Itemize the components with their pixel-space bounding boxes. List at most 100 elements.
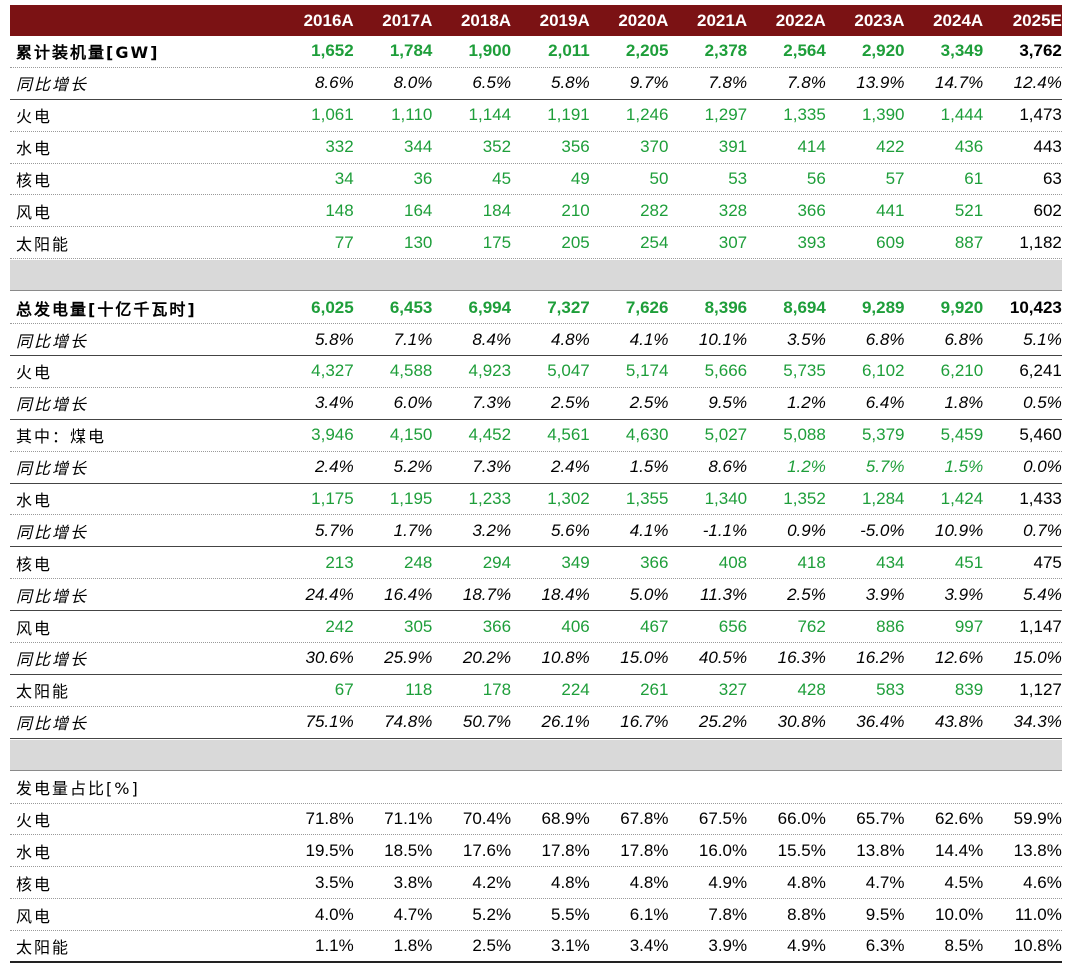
table-row: 水电 1,175 1,195 1,233 1,302 1,355 1,340 1,352 1,2… xyxy=(10,484,1062,516)
yoy-growth-row: 同比增长 2.4% 5.2% 7.3% 2.4% 1.5% 8.6% 1.2% 5.7% 1.5%… xyxy=(10,452,1062,484)
value-cell: 887 xyxy=(954,232,984,252)
value-cell: 1,175 xyxy=(311,489,354,509)
value-cell: 205 xyxy=(561,232,590,252)
value-cell: 70.4% xyxy=(462,809,512,829)
value-cell: 393 xyxy=(797,232,826,252)
value-cell: 8,396 xyxy=(704,297,748,317)
value-cell: 175 xyxy=(482,232,512,252)
value-cell: 15.5% xyxy=(777,840,826,860)
value-cell: 26.1% xyxy=(541,712,590,732)
table-row: 核电 34 36 45 49 50 53 56 57 61 63 xyxy=(10,164,1062,196)
value-cell: 10,423 xyxy=(1009,297,1062,317)
value-cell: 839 xyxy=(954,680,984,700)
value-cell: 4.5% xyxy=(944,872,984,892)
value-cell: 40.5% xyxy=(698,648,748,668)
value-cell: 56 xyxy=(806,169,826,188)
value-cell: 20.2% xyxy=(462,648,512,668)
year-header-2020a: 2020A xyxy=(618,10,669,30)
value-cell: 15.0% xyxy=(620,648,669,668)
value-cell: 261 xyxy=(640,680,669,700)
row-label: 发电量占比[%] xyxy=(16,779,140,799)
value-cell: 2.4% xyxy=(314,457,354,477)
value-cell: 254 xyxy=(640,232,669,252)
value-cell: 1,246 xyxy=(625,105,669,125)
value-cell: 8.6% xyxy=(314,73,354,93)
row-label: 同比增长 xyxy=(16,75,89,95)
value-cell: 4.8% xyxy=(551,872,590,892)
value-cell: 2,011 xyxy=(548,41,590,61)
value-cell: 4.7% xyxy=(865,872,905,892)
value-cell: 7.8% xyxy=(708,73,748,93)
row-label: 核电 xyxy=(16,171,53,190)
yoy-growth-row: 同比增长 24.4% 16.4% 18.7% 18.4% 5.0% 11.3% 2.5% 3.9… xyxy=(10,579,1062,612)
value-cell: 224 xyxy=(561,680,590,700)
value-cell: 1,390 xyxy=(861,105,905,125)
value-cell: 9,289 xyxy=(861,297,905,317)
value-cell: 1,784 xyxy=(389,41,433,61)
section-divider xyxy=(10,260,1062,292)
table-row: 核电 3.5% 3.8% 4.2% 4.8% 4.8% 4.9% 4.8% 4.7% 4.5% 4.… xyxy=(10,867,1062,900)
value-cell: 6,025 xyxy=(311,297,354,317)
value-cell: 4.9% xyxy=(708,872,748,892)
value-cell: 441 xyxy=(876,200,905,220)
value-cell: 6.4% xyxy=(865,393,905,413)
value-cell: 11.3% xyxy=(700,584,748,604)
table-row: 核电 213 248 294 349 366 408 418 434 451 475 xyxy=(10,547,1062,580)
value-cell: 1,144 xyxy=(468,105,512,125)
value-cell: 14.7% xyxy=(934,73,984,93)
value-cell: 5,379 xyxy=(861,425,905,445)
value-cell: 391 xyxy=(718,137,748,157)
row-label: 同比增长 xyxy=(16,522,89,542)
row-label: 水电 xyxy=(16,139,53,159)
value-cell: 2,564 xyxy=(783,41,826,61)
value-cell: 344 xyxy=(404,137,433,157)
yoy-growth-row: 同比增长 5.8% 7.1% 8.4% 4.8% 4.1% 10.1% 3.5% 6.8% 6.8… xyxy=(10,324,1062,357)
value-cell: 7.8% xyxy=(787,73,826,93)
value-cell: 366 xyxy=(482,616,512,636)
yoy-growth-row: 同比增长 3.4% 6.0% 7.3% 2.5% 2.5% 9.5% 1.2% 6.4% 1.8%… xyxy=(10,388,1062,420)
table-row: 火电 71.8% 71.1% 70.4% 68.9% 67.8% 67.5% 66.0% 65.… xyxy=(10,804,1062,836)
yoy-growth-row: 同比增长 30.6% 25.9% 20.2% 10.8% 15.0% 40.5% 16.3% 1… xyxy=(10,643,1062,675)
value-cell: 16.2% xyxy=(856,648,905,668)
value-cell: 370 xyxy=(640,137,669,157)
value-cell: 1.2% xyxy=(787,457,826,477)
year-header-2022a: 2022A xyxy=(775,10,826,30)
value-cell: 6.3% xyxy=(865,936,905,956)
value-cell: 5,735 xyxy=(783,361,826,381)
value-cell: 356 xyxy=(561,137,590,157)
value-cell: 10.8% xyxy=(1013,936,1062,956)
value-cell: 71.8% xyxy=(305,809,354,829)
value-cell: 1.5% xyxy=(944,457,984,477)
value-cell: 1.5% xyxy=(629,457,669,477)
value-cell: 213 xyxy=(325,552,354,572)
value-cell: 4.8% xyxy=(551,329,590,349)
value-cell: 9.5% xyxy=(865,904,905,924)
value-cell: 77 xyxy=(334,232,354,252)
value-cell: 1,355 xyxy=(625,489,669,509)
row-label: 风电 xyxy=(16,202,53,222)
value-cell: 2,205 xyxy=(625,41,669,61)
value-cell: 6.8% xyxy=(865,329,905,349)
value-cell: 3.4% xyxy=(314,393,354,413)
value-cell: 1,127 xyxy=(1019,680,1062,700)
year-header-2023a: 2023A xyxy=(854,10,905,30)
table-row: 火电 4,327 4,588 4,923 5,047 5,174 5,666 5,735 6,1… xyxy=(10,356,1062,388)
row-label: 核电 xyxy=(16,554,53,574)
value-cell: -1.1% xyxy=(702,520,748,540)
value-cell: 7.3% xyxy=(472,393,512,413)
value-cell: 1,433 xyxy=(1019,489,1062,509)
value-cell: 6.0% xyxy=(393,393,433,413)
table-header-row: 2016A 2017A 2018A 2019A 2020A 2021A 2022A 2023A… xyxy=(10,5,1062,36)
value-cell: 467 xyxy=(640,616,669,636)
value-cell: 8.6% xyxy=(708,457,748,477)
value-cell: 5.7% xyxy=(865,457,905,477)
year-header-2019a: 2019A xyxy=(539,10,590,30)
table-row: 太阳能 1.1% 1.8% 2.5% 3.1% 3.4% 3.9% 4.9% 6.3% 8.5% 1… xyxy=(10,931,1062,964)
value-cell: 3.2% xyxy=(472,520,512,540)
value-cell: 5,027 xyxy=(704,425,748,445)
value-cell: 45 xyxy=(492,169,512,188)
section-divider xyxy=(10,739,1062,771)
value-cell: 609 xyxy=(876,232,905,252)
value-cell: 30.6% xyxy=(305,648,354,668)
value-cell: 16.4% xyxy=(384,584,433,604)
